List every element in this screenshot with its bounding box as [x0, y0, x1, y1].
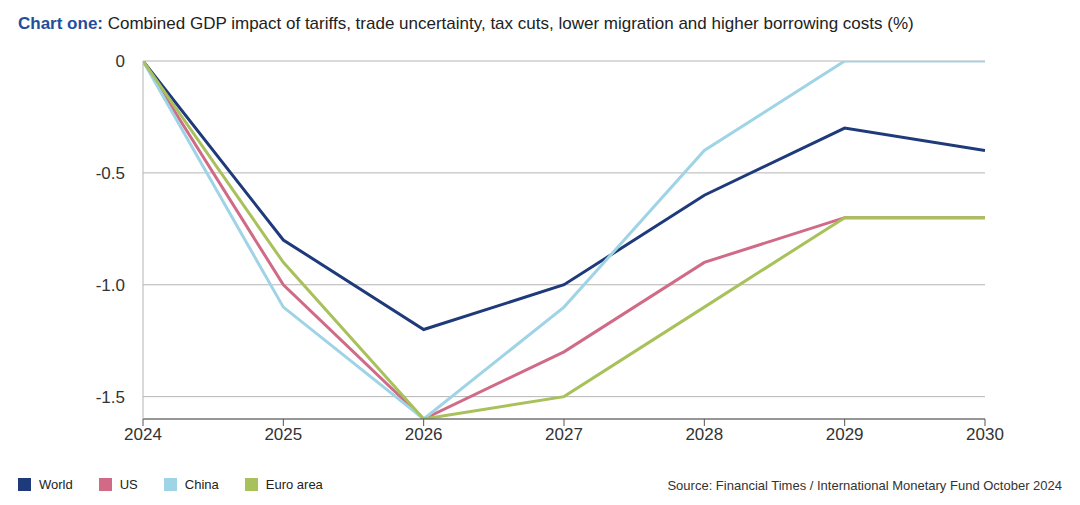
svg-text:2026: 2026: [405, 425, 443, 444]
html-text:US: US: [119, 477, 138, 492]
svg-text:2024: 2024: [124, 425, 162, 444]
svg-text:-0.5: -0.5: [96, 164, 125, 183]
svg-text:2027: 2027: [545, 425, 583, 444]
svg-text:0: 0: [116, 52, 125, 71]
svg-text:-1.5: -1.5: [96, 388, 125, 407]
html-text:World: World: [39, 477, 73, 492]
svg-text:2030: 2030: [966, 425, 1004, 444]
svg-text:2025: 2025: [264, 425, 302, 444]
html-text:Source: Financial Times / Inte: Source: Financial Times / International …: [667, 478, 1062, 493]
html-text:Chart one: Combined GDP impact: Chart one: Combined GDP impact of tariff…: [18, 14, 914, 33]
html-text:China: China: [184, 477, 219, 492]
svg-text:2028: 2028: [685, 425, 723, 444]
html-text:Euro area: Euro area: [265, 477, 323, 492]
svg-text:-1.0: -1.0: [96, 276, 125, 295]
svg-text:2029: 2029: [826, 425, 864, 444]
